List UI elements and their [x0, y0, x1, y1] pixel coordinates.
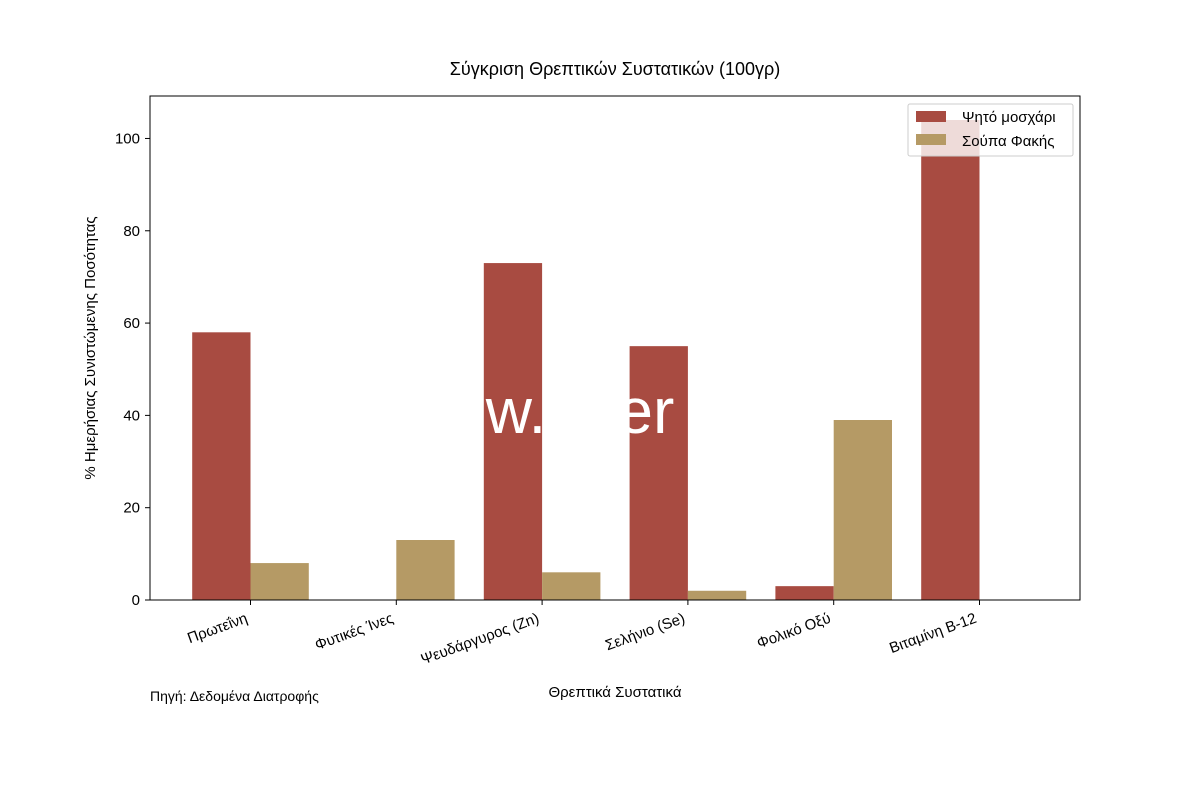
- bar-lentil-0: [250, 563, 309, 600]
- bar-beef-2: [483, 263, 543, 600]
- y-tick-label: 100: [115, 130, 140, 147]
- x-tick-label: Φολικό Οξύ: [755, 610, 833, 652]
- x-tick-label: Πρωτεΐνη: [185, 610, 250, 647]
- legend: Ψητό μοσχάρι Σούπα Φακής: [907, 103, 1074, 157]
- bar-beef-3: [629, 346, 688, 600]
- bar-beef-0: [192, 332, 251, 600]
- legend-label-beef: Ψητό μοσχάρι: [962, 109, 1056, 126]
- legend-box: [907, 103, 1074, 157]
- y-tick-label: 80: [123, 223, 140, 240]
- x-axis: Πρωτεΐνη Φυτικές Ίνες Ψευδάργυρος (Zn) Σελή…: [185, 600, 980, 669]
- y-axis-title: % Ημερήσιας Συνιστώμενης Ποσότητας: [82, 216, 99, 479]
- y-tick-label: 20: [123, 500, 140, 517]
- x-tick-label: Βιταμίνη B-12: [887, 610, 979, 657]
- bar-beef-5: [921, 120, 980, 600]
- plot-frame: [149, 95, 1081, 601]
- x-tick-label: Φυτικές Ίνες: [313, 610, 396, 654]
- bar-lentil-3: [687, 590, 747, 600]
- legend-swatch-beef: [916, 111, 946, 122]
- bars-group: [192, 120, 980, 600]
- bar-beef-4: [775, 586, 834, 600]
- x-axis-title: Θρεπτικά Συστατικά: [548, 684, 681, 701]
- y-tick-label: 0: [132, 592, 140, 609]
- x-tick-label: Σελήνιο (Se): [603, 610, 687, 655]
- chart-title: Σύγκριση Θρεπτικών Συστατικών (100γρ): [450, 59, 781, 79]
- legend-swatch-lentil: [916, 134, 946, 145]
- watermark: w. er: [485, 375, 675, 447]
- bar-lentil-1: [396, 540, 455, 600]
- y-tick-label: 60: [123, 315, 140, 332]
- x-tick-label: Ψευδάργυρος (Zn): [419, 610, 542, 669]
- y-tick-label: 40: [123, 407, 140, 424]
- bar-lentil-2: [542, 572, 601, 600]
- source-note: Πηγή: Δεδομένα Διατροφής: [150, 688, 319, 704]
- bar-lentil-4: [833, 420, 892, 600]
- y-axis: 0 20 40 60 80 100: [115, 130, 150, 609]
- legend-label-lentil: Σούπα Φακής: [962, 133, 1055, 150]
